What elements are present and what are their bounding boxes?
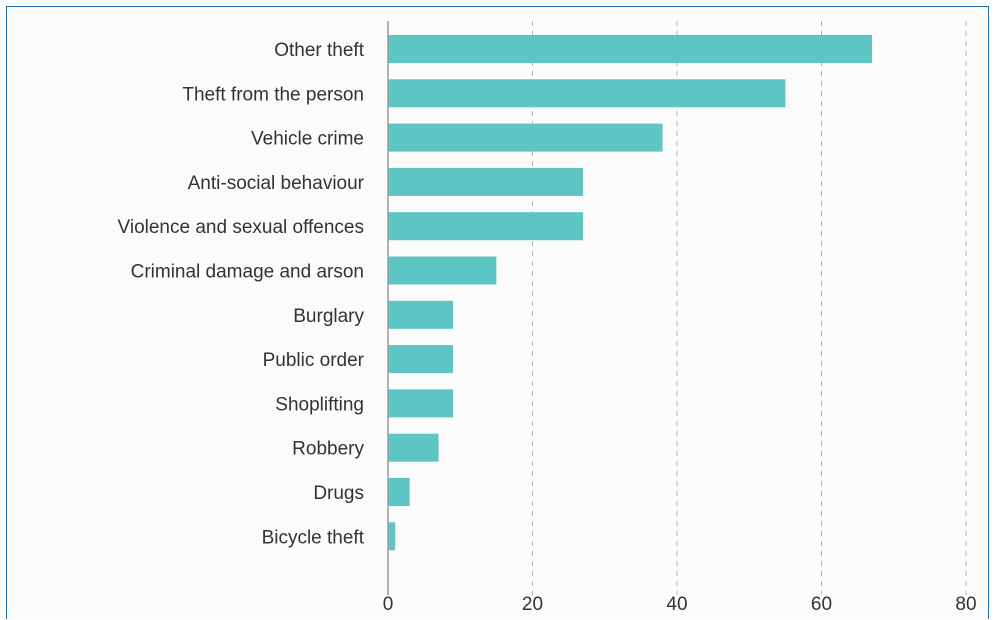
x-tick-label: 60 [811, 594, 832, 615]
bar [388, 433, 439, 462]
bar [388, 522, 396, 551]
bar [388, 212, 584, 241]
bar [388, 123, 663, 152]
bar [388, 478, 410, 506]
bars [388, 35, 873, 551]
category-label: Burglary [293, 306, 364, 327]
bar [388, 35, 873, 63]
category-label: Drugs [313, 483, 364, 504]
category-label: Other theft [274, 40, 364, 61]
category-label: Shoplifting [275, 394, 364, 415]
chart-frame: Other theft Theft from the person Vehicle … [6, 6, 989, 619]
category-label: Violence and sexual offences [118, 217, 364, 238]
x-tick-label: 80 [955, 594, 976, 615]
category-label: Bicycle theft [262, 527, 365, 548]
bar-chart: Other theft Theft from the person Vehicle … [118, 21, 977, 615]
category-label: Anti-social behaviour [188, 173, 365, 194]
bar [388, 345, 454, 374]
tick-labels: 0 20 40 60 80 [383, 594, 977, 615]
category-label: Public order [263, 350, 365, 371]
bar [388, 167, 584, 196]
category-label: Robbery [292, 439, 364, 460]
category-label: Criminal damage and arson [131, 262, 364, 283]
x-tick-label: 20 [522, 594, 543, 615]
bar [388, 256, 497, 285]
bar [388, 79, 786, 108]
category-labels: Other theft Theft from the person Vehicle … [118, 40, 365, 548]
x-tick-label: 40 [666, 594, 687, 615]
category-label: Theft from the person [182, 84, 364, 105]
x-tick-label: 0 [383, 594, 394, 615]
category-label: Vehicle crime [251, 129, 364, 150]
bar [388, 389, 454, 418]
bar [388, 300, 454, 329]
